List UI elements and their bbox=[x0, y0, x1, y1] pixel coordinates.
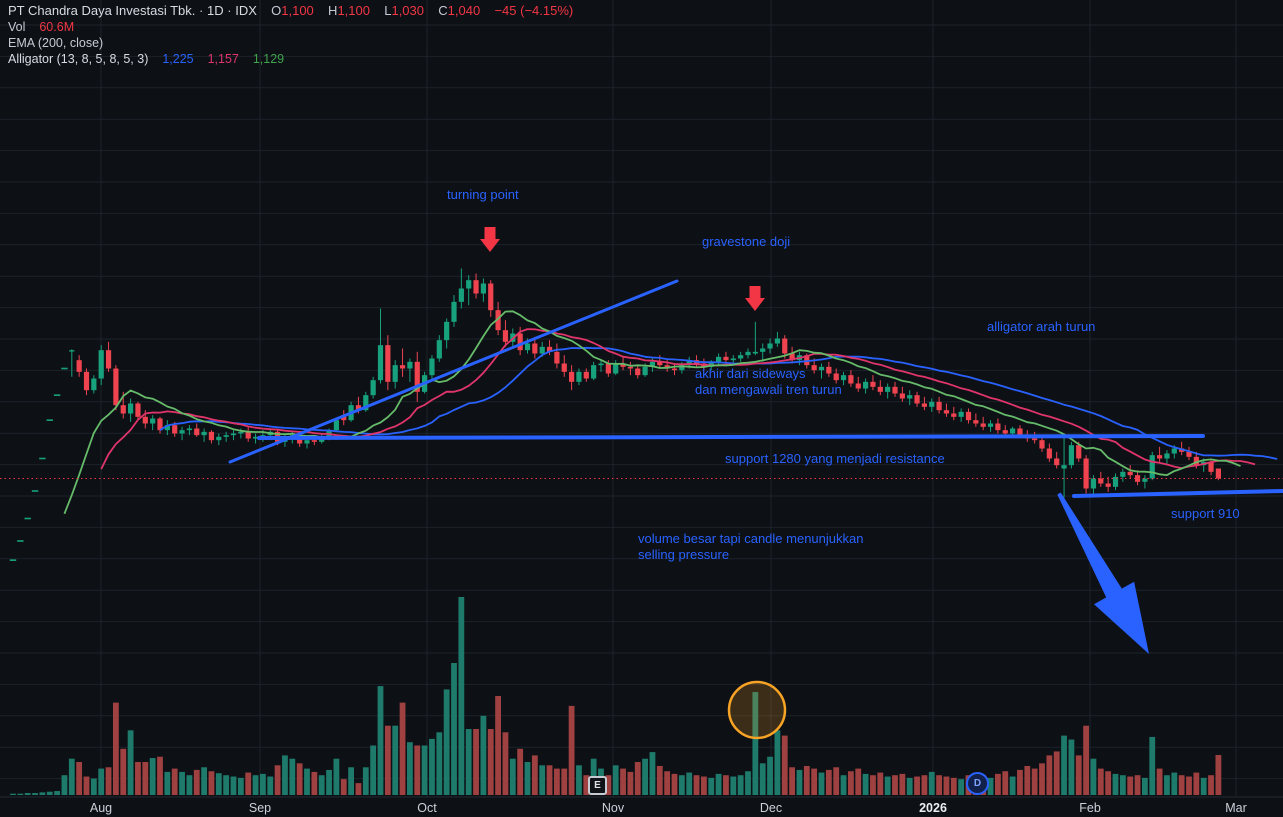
big-down-arrow-drawing[interactable] bbox=[1057, 492, 1149, 655]
axis-label-dec: Dec bbox=[759, 801, 783, 815]
annotation-gravestone-doji[interactable]: gravestone doji bbox=[702, 234, 791, 249]
axis-label-oct: Oct bbox=[417, 801, 437, 815]
volume-value: 60.6M bbox=[39, 20, 75, 34]
alligator-indicator-row[interactable]: Alligator (13, 8, 5, 8, 5, 3) 1,225 1,15… bbox=[8, 51, 573, 67]
volume-bars-layer[interactable] bbox=[10, 597, 1222, 795]
high-value: 1,100 bbox=[337, 3, 370, 18]
axis-label-2026: 2026 bbox=[919, 801, 947, 815]
earnings-marker-badge[interactable]: E bbox=[588, 776, 607, 795]
axis-label-mar: Mar bbox=[1225, 801, 1247, 815]
alligator-label: Alligator (13, 8, 5, 8, 5, 3) bbox=[8, 52, 149, 66]
ema-label: EMA (200, close) bbox=[8, 36, 104, 50]
red-down-arrow-icon[interactable] bbox=[480, 227, 500, 252]
alligator-lips-line bbox=[63, 310, 1241, 515]
axis-label-aug: Aug bbox=[89, 801, 113, 815]
alligator-lips-value: 1,129 bbox=[252, 52, 285, 66]
volume-row[interactable]: Vol 60.6M bbox=[8, 19, 573, 35]
support-910-line[interactable] bbox=[1072, 489, 1283, 498]
alligator-jaw-value: 1,225 bbox=[162, 52, 194, 66]
annotation-support-1280[interactable]: support 1280 yang menjadi resistance bbox=[725, 451, 945, 466]
dividend-marker-badge[interactable]: D bbox=[966, 772, 989, 795]
alligator-teeth-value: 1,157 bbox=[207, 52, 239, 66]
close-value: 1,040 bbox=[447, 3, 481, 18]
annotation-end-of-sideways[interactable]: akhir dari sideways dan mengawali tren t… bbox=[695, 366, 842, 397]
symbol-row[interactable]: PT Chandra Daya Investasi Tbk. · 1D · ID… bbox=[8, 3, 574, 18]
annotation-volume-note[interactable]: volume besar tapi candle menunjukkan sel… bbox=[638, 531, 864, 562]
ema-indicator-row[interactable]: EMA (200, close) bbox=[8, 35, 573, 51]
axis-label-feb: Feb bbox=[1079, 801, 1101, 815]
red-down-arrow-icon[interactable] bbox=[745, 286, 765, 311]
symbol-title: PT Chandra Daya Investasi Tbk. bbox=[8, 3, 196, 18]
support-1280-line[interactable] bbox=[257, 434, 1205, 440]
volume-label: Vol bbox=[8, 20, 26, 34]
open-value: 1,100 bbox=[281, 3, 314, 18]
grid-lines bbox=[0, 0, 1283, 798]
high-label: H bbox=[328, 3, 338, 18]
annotation-turning-point[interactable]: turning point bbox=[447, 187, 519, 202]
timeframe-label: 1D bbox=[206, 3, 224, 18]
low-value: 1,030 bbox=[391, 3, 425, 18]
volume-highlight-circle[interactable] bbox=[727, 680, 787, 740]
low-label: L bbox=[384, 3, 392, 18]
rising-trendline[interactable] bbox=[228, 279, 679, 464]
legend-panel: PT Chandra Daya Investasi Tbk. · 1D · ID… bbox=[8, 3, 573, 67]
annotation-support-910[interactable]: support 910 bbox=[1171, 506, 1240, 521]
annotation-alligator-trend[interactable]: alligator arah turun bbox=[987, 319, 1096, 334]
close-label: C bbox=[438, 3, 448, 18]
exchange-label: IDX bbox=[235, 3, 257, 18]
open-label: O bbox=[271, 3, 282, 18]
axis-label-sep: Sep bbox=[248, 801, 272, 815]
change-value: −45 (−4.15%) bbox=[494, 3, 574, 18]
axis-label-nov: Nov bbox=[601, 801, 625, 815]
alligator-teeth-line bbox=[100, 328, 1256, 470]
alligator-jaw-line bbox=[159, 346, 1278, 460]
candles-layer[interactable] bbox=[9, 268, 1221, 561]
